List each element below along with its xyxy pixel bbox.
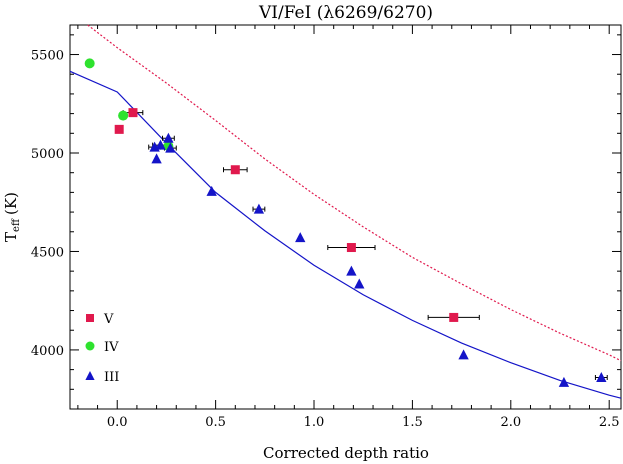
data-point-iii bbox=[295, 232, 306, 243]
y-axis-label-subscript: eff bbox=[11, 218, 22, 232]
x-tick-label: 2.0 bbox=[500, 415, 521, 430]
y-tick-label: 5000 bbox=[31, 147, 64, 162]
data-point-iv bbox=[118, 110, 129, 121]
fit-curves bbox=[69, 24, 622, 399]
y-axis-label-unit: (K) bbox=[2, 192, 20, 215]
legend-marker-v bbox=[86, 314, 94, 322]
x-axis-label: Corrected depth ratio bbox=[263, 444, 429, 462]
data-point-iii bbox=[558, 376, 570, 387]
legend-label-iii: III bbox=[104, 370, 119, 385]
data-point-iii bbox=[253, 203, 265, 214]
plot-frame bbox=[69, 24, 622, 410]
error-bars bbox=[122, 110, 608, 380]
data-point-v bbox=[128, 108, 138, 118]
legend-marker-iii bbox=[85, 371, 95, 380]
data-points bbox=[84, 58, 607, 387]
y-tick-label: 4500 bbox=[31, 245, 64, 260]
y-axis-label: Teff (K) bbox=[2, 192, 22, 242]
y-axis-label-main: T bbox=[2, 232, 20, 242]
data-point-iii bbox=[354, 278, 365, 289]
data-point-v bbox=[346, 243, 356, 253]
legend: V IV III bbox=[85, 312, 119, 385]
x-tick-label: 2.5 bbox=[599, 415, 620, 430]
y-axis-ticks: 4000 4500 5000 5500 bbox=[31, 34, 621, 410]
x-tick-label: 0.0 bbox=[107, 415, 128, 430]
y-tick-label: 5500 bbox=[31, 49, 64, 64]
fit-curve-dotted bbox=[87, 24, 622, 362]
data-point-iv bbox=[84, 58, 95, 69]
data-point-iii bbox=[163, 132, 174, 143]
y-tick-label: 4000 bbox=[31, 344, 64, 359]
data-point-v bbox=[114, 124, 124, 134]
data-point-iii bbox=[206, 185, 217, 196]
legend-label-iv: IV bbox=[104, 340, 119, 355]
data-point-v bbox=[230, 165, 240, 175]
data-point-iii bbox=[155, 139, 166, 150]
x-tick-label: 1.5 bbox=[402, 415, 423, 430]
data-point-iii bbox=[346, 265, 357, 276]
data-point-iii bbox=[596, 371, 607, 382]
data-point-iii bbox=[151, 153, 162, 164]
x-axis-ticks: 0.0 0.5 1.0 1.5 2.0 2.5 bbox=[77, 25, 620, 430]
data-point-iii bbox=[165, 142, 176, 153]
data-point-iii bbox=[458, 349, 469, 360]
fit-curve-solid bbox=[69, 70, 622, 399]
chart-title: VI/FeI (λ6269/6270) bbox=[258, 3, 433, 23]
legend-label-v: V bbox=[103, 312, 114, 327]
data-point-v bbox=[449, 312, 459, 322]
x-tick-label: 0.5 bbox=[205, 415, 226, 430]
x-tick-label: 1.0 bbox=[304, 415, 325, 430]
legend-marker-iv bbox=[85, 341, 95, 351]
